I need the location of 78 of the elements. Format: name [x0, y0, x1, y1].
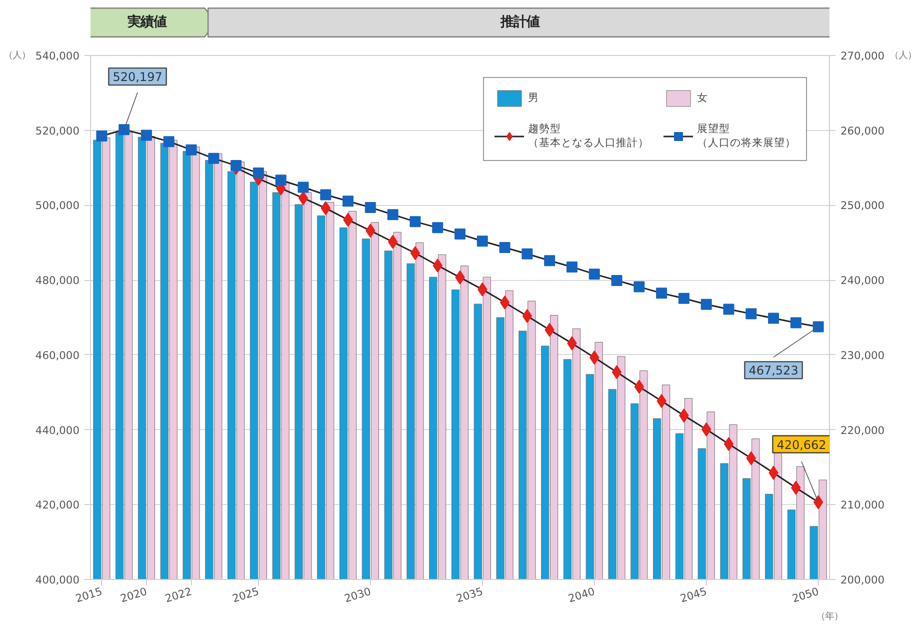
- point: [588, 268, 600, 280]
- point: [476, 236, 488, 247]
- x-tick-label: 2025: [230, 584, 261, 606]
- y-tick-label: 460,000: [35, 348, 80, 362]
- y-tick-label: 420,000: [35, 498, 80, 512]
- point: [566, 261, 578, 272]
- y2-tick-label: 200,000: [840, 574, 885, 586]
- point: [298, 182, 309, 193]
- data-label: 520,197: [112, 70, 162, 84]
- point: [522, 309, 532, 324]
- data-label: 467,523: [748, 364, 798, 378]
- point: [634, 281, 645, 292]
- x-tick-label: 2022: [164, 584, 194, 606]
- point: [208, 152, 220, 164]
- point: [700, 298, 712, 310]
- point: [275, 174, 286, 186]
- y2-tick-label: 250,000: [840, 199, 885, 212]
- point: [252, 168, 264, 179]
- x-tick-label: 2040: [566, 584, 597, 606]
- point: [320, 189, 332, 200]
- y-tick-label: 540,000: [35, 50, 80, 62]
- y2-tick-label: 220,000: [840, 424, 885, 437]
- point: [410, 216, 421, 228]
- y-tick-label: 480,000: [35, 274, 80, 288]
- point: [163, 136, 174, 148]
- y2-axis-title: （人）: [890, 50, 917, 61]
- point: [522, 248, 533, 260]
- point: [500, 296, 510, 310]
- point: [96, 130, 108, 142]
- point: [298, 191, 308, 206]
- point: [723, 304, 734, 315]
- x-tick-label: 2050: [790, 584, 821, 606]
- y-tick-label: 400,000: [35, 574, 80, 586]
- point: [186, 144, 197, 156]
- data-label: 420,662: [776, 438, 826, 452]
- legend-label: 男: [528, 91, 540, 105]
- y2-tick-label: 270,000: [840, 50, 885, 62]
- x-axis-title: （年）: [816, 611, 843, 622]
- point: [656, 288, 668, 299]
- x-tick-label: 2030: [342, 584, 373, 606]
- point: [678, 292, 690, 304]
- y2-tick-label: 260,000: [840, 124, 885, 138]
- y-axis-title: （人）: [3, 50, 30, 61]
- legend-label: 女: [697, 91, 709, 105]
- x-tick-label: 2020: [118, 584, 149, 606]
- point: [364, 202, 376, 213]
- point: [499, 242, 510, 254]
- legend-label: 展望型（人口の将来展望）: [697, 122, 796, 150]
- point: [611, 274, 622, 286]
- point: [432, 222, 444, 234]
- point: [813, 495, 824, 510]
- x-tick-label: 2035: [454, 584, 484, 606]
- point: [230, 160, 242, 172]
- point: [790, 317, 802, 328]
- y-tick-label: 520,000: [35, 124, 80, 138]
- y2-tick-label: 230,000: [840, 348, 885, 362]
- point: [724, 437, 734, 452]
- y-tick-label: 500,000: [35, 199, 80, 212]
- text: 実績値: [126, 14, 167, 30]
- y2-tick-label: 210,000: [840, 498, 885, 512]
- legend-label: 趨勢型（基本となる人口推計）: [528, 122, 649, 150]
- point: [387, 209, 398, 220]
- point: [410, 246, 420, 260]
- point: [544, 255, 556, 266]
- point: [388, 234, 398, 249]
- point: [768, 312, 780, 324]
- point: [812, 321, 824, 332]
- y2-tick-label: 240,000: [840, 274, 885, 288]
- point: [342, 196, 354, 207]
- x-tick-label: 2015: [74, 584, 104, 606]
- point: [118, 124, 130, 136]
- point: [746, 308, 757, 320]
- x-tick-label: 2045: [678, 584, 708, 606]
- y-tick-label: 440,000: [35, 424, 80, 437]
- text: 推計値: [499, 14, 540, 30]
- point: [140, 130, 152, 141]
- point: [454, 228, 466, 240]
- point: [612, 365, 622, 380]
